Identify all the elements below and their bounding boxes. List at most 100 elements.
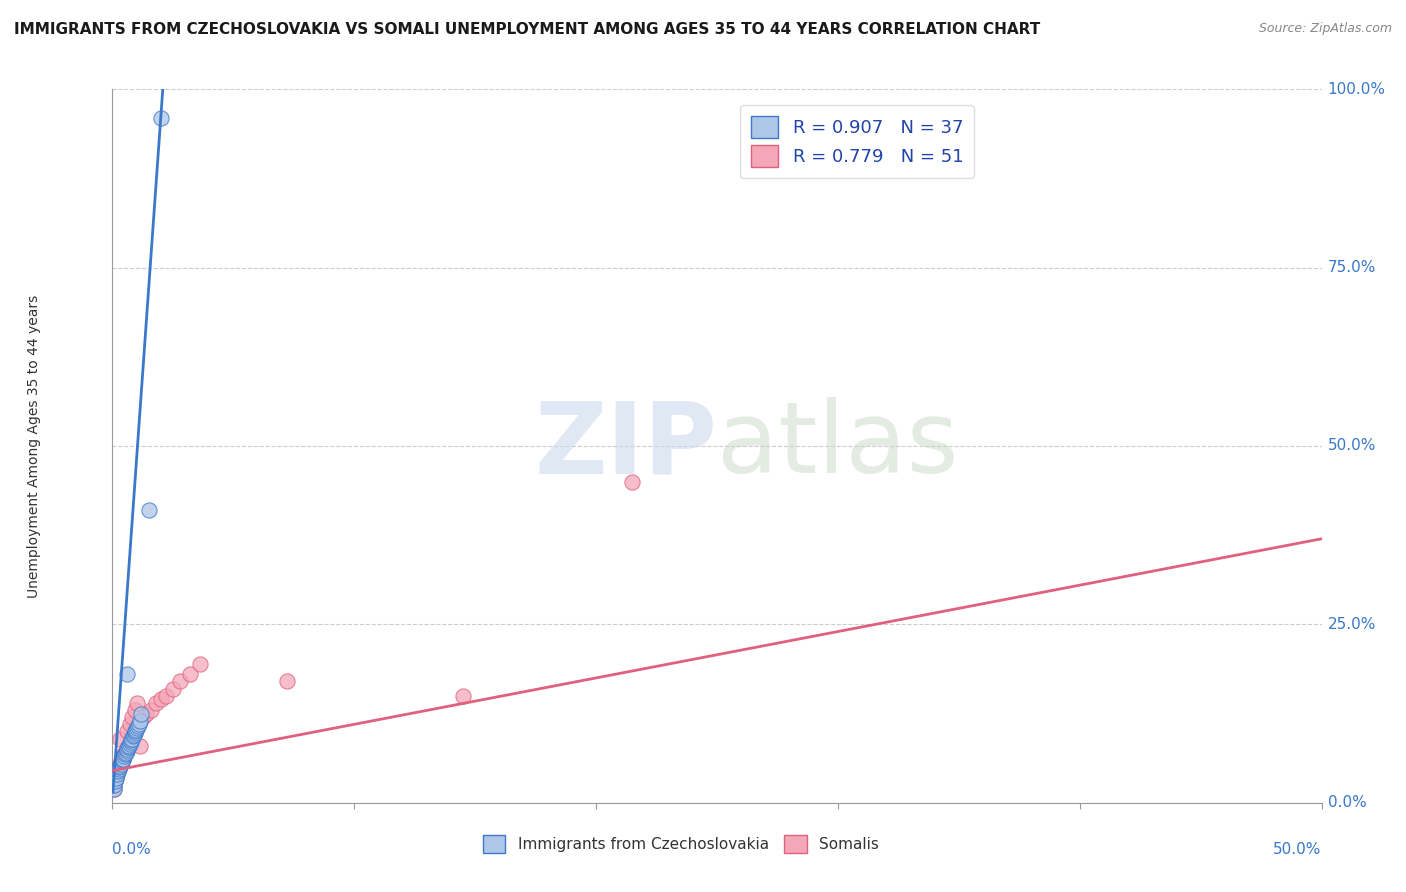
Point (114, 746, 136, 760)
Point (135, 706, 157, 721)
Point (127, 696, 149, 710)
Text: 0.0%: 0.0% (1327, 796, 1367, 810)
Point (105, 767, 128, 781)
Point (111, 753, 134, 767)
Point (451, 689, 474, 703)
Point (111, 753, 134, 767)
Point (124, 723, 146, 737)
Point (110, 755, 132, 769)
Point (111, 755, 134, 769)
Point (110, 758, 132, 772)
Point (121, 731, 143, 746)
Point (114, 747, 136, 762)
Point (127, 719, 149, 733)
Point (110, 756, 132, 771)
Point (125, 723, 148, 737)
Point (128, 717, 150, 731)
Point (118, 737, 141, 751)
Point (112, 747, 135, 762)
Point (155, 689, 177, 703)
Point (105, 771, 128, 785)
Point (132, 710, 155, 724)
Text: IMMIGRANTS FROM CZECHOSLOVAKIA VS SOMALI UNEMPLOYMENT AMONG AGES 35 TO 44 YEARS : IMMIGRANTS FROM CZECHOSLOVAKIA VS SOMALI… (14, 22, 1040, 37)
Point (118, 735, 141, 749)
Point (124, 724, 146, 739)
Point (141, 703, 163, 717)
Point (129, 706, 152, 721)
Point (107, 764, 129, 778)
Point (108, 731, 131, 746)
Point (149, 692, 172, 706)
Legend: Immigrants from Czechoslovakia, Somalis: Immigrants from Czechoslovakia, Somalis (477, 829, 886, 859)
Point (104, 774, 127, 789)
Text: 50.0%: 50.0% (1274, 842, 1322, 857)
Point (115, 742, 138, 756)
Point (122, 728, 145, 742)
Text: atlas: atlas (717, 398, 959, 494)
Point (117, 740, 139, 755)
Point (104, 774, 127, 789)
Point (125, 721, 148, 735)
Point (124, 726, 146, 740)
Point (118, 739, 141, 753)
Point (128, 714, 150, 728)
Point (120, 731, 142, 746)
Point (122, 728, 145, 742)
Point (117, 724, 139, 739)
Point (124, 724, 146, 739)
Point (107, 762, 129, 776)
Point (188, 657, 211, 671)
Point (122, 730, 145, 744)
Text: 75.0%: 75.0% (1327, 260, 1376, 275)
Text: 50.0%: 50.0% (1327, 439, 1376, 453)
Point (149, 111, 172, 125)
Point (117, 740, 139, 755)
Point (621, 475, 644, 489)
Point (117, 742, 139, 756)
Point (115, 667, 138, 681)
Point (127, 717, 149, 731)
Point (114, 746, 136, 760)
Point (112, 749, 135, 764)
Point (117, 739, 139, 753)
Text: 100.0%: 100.0% (1327, 82, 1386, 96)
Text: 25.0%: 25.0% (1327, 617, 1376, 632)
Point (122, 726, 145, 740)
Point (110, 756, 132, 771)
Point (107, 760, 129, 774)
Point (115, 744, 138, 758)
Point (108, 758, 131, 772)
Point (105, 767, 128, 781)
Point (118, 737, 141, 751)
Point (103, 781, 125, 796)
Point (118, 717, 141, 731)
Point (121, 710, 143, 724)
Text: Unemployment Among Ages 35 to 44 years: Unemployment Among Ages 35 to 44 years (27, 294, 41, 598)
Text: ZIP: ZIP (534, 398, 717, 494)
Point (105, 771, 128, 785)
Point (128, 714, 150, 728)
Point (108, 760, 131, 774)
Point (145, 696, 167, 710)
Point (103, 781, 125, 796)
Point (276, 674, 298, 689)
Point (112, 749, 135, 764)
Text: 0.0%: 0.0% (112, 842, 152, 857)
Point (111, 751, 134, 765)
Point (138, 503, 160, 517)
Point (120, 735, 142, 749)
Point (103, 778, 125, 792)
Point (179, 667, 201, 681)
Point (162, 681, 184, 696)
Point (114, 744, 136, 758)
Point (121, 730, 143, 744)
Point (124, 703, 146, 717)
Point (103, 778, 125, 792)
Point (112, 751, 135, 765)
Point (107, 764, 129, 778)
Point (128, 739, 150, 753)
Point (120, 733, 142, 747)
Text: Source: ZipAtlas.com: Source: ZipAtlas.com (1258, 22, 1392, 36)
Point (120, 733, 142, 747)
Point (127, 721, 149, 735)
